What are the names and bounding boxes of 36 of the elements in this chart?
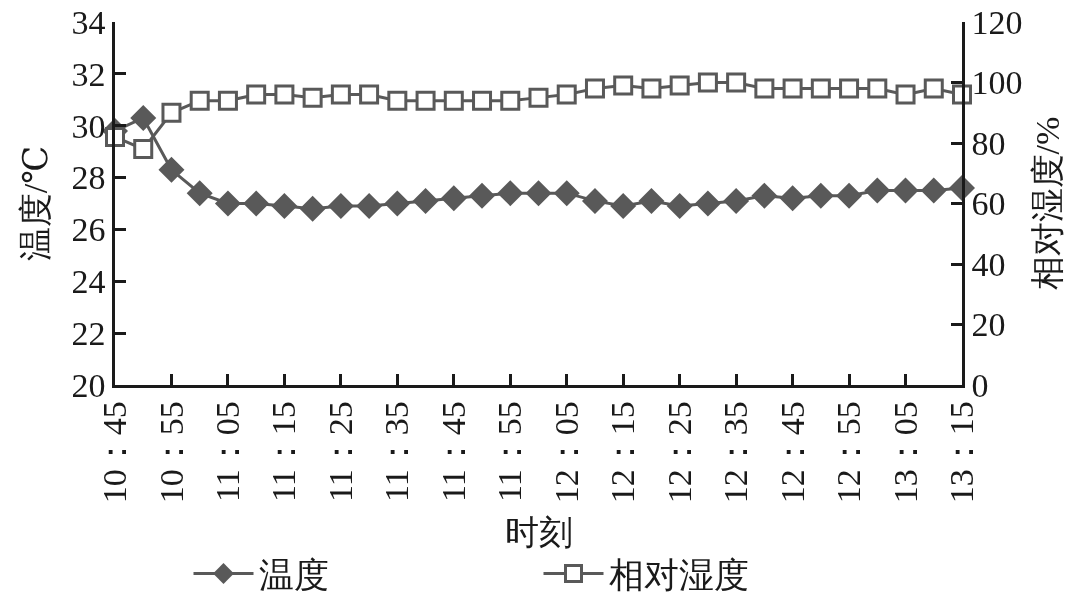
x-tick-label: 11：15	[265, 401, 303, 503]
y-tick-label: 22	[71, 315, 106, 353]
x-tick-label: 12：55	[830, 401, 868, 504]
y-tick-label: 34	[71, 3, 106, 41]
x-tick-label: 12：05	[547, 401, 585, 504]
y2-tick-label: 40	[971, 245, 1006, 283]
y2-tick-label: 60	[971, 185, 1006, 223]
y-tick-label: 20	[71, 366, 106, 404]
x-tick-label: 12：45	[773, 401, 811, 504]
y-tick-label: 24	[71, 263, 106, 301]
y2-tick-label: 0	[971, 366, 989, 404]
x-tick-label: 11：05	[208, 401, 246, 503]
y-tick-label: 30	[71, 107, 106, 145]
x-tick-label: 13：05	[886, 401, 924, 504]
y2-axis-title: 相对湿度/%	[1028, 116, 1066, 291]
x-tick-label: 12：15	[604, 401, 642, 504]
x-axis-title: 时刻	[504, 513, 573, 551]
y-tick-label: 32	[71, 55, 106, 93]
y-axis-title: 温度/℃	[17, 145, 55, 262]
y-tick-label: 28	[71, 159, 106, 197]
y2-tick-label: 120	[971, 3, 1023, 41]
x-tick-label: 11：25	[321, 401, 359, 503]
x-tick-label: 11：45	[434, 401, 472, 503]
y2-tick-label: 80	[971, 124, 1006, 162]
y-tick-label: 26	[71, 211, 106, 249]
x-tick-label: 11：35	[378, 401, 416, 503]
x-tick-label: 11：55	[491, 401, 529, 503]
x-tick-label: 12：25	[660, 401, 698, 504]
y2-tick-label: 20	[971, 306, 1006, 344]
y2-tick-label: 100	[971, 64, 1023, 102]
x-tick-label: 10：45	[96, 401, 134, 504]
legend-label: 相对湿度	[608, 556, 749, 596]
x-tick-label: 10：55	[152, 401, 190, 504]
x-tick-label: 12：35	[717, 401, 755, 504]
x-tick-label: 13：15	[943, 401, 981, 504]
legend-label: 温度	[258, 556, 329, 596]
